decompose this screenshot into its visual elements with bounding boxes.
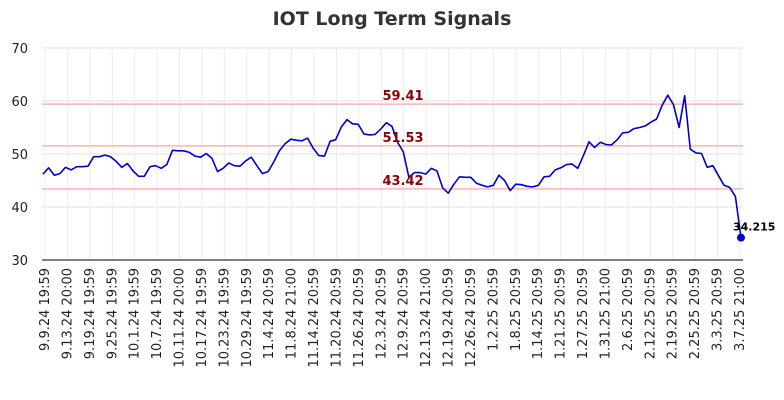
x-tick-label: 3.3.25 20:59 <box>711 268 726 351</box>
y-tick-label: 70 <box>11 42 28 57</box>
x-tick-label: 10.23.24 19:59 <box>217 268 232 368</box>
x-tick-label: 1.31.25 21:00 <box>598 268 613 359</box>
grid <box>42 47 743 261</box>
x-tick-label: 11.8.24 21:00 <box>285 268 300 359</box>
x-tick-label: 9.13.24 20:00 <box>60 268 75 359</box>
x-tick-label: 12.13.24 21:00 <box>419 268 434 368</box>
x-tick-label: 12.3.24 20:59 <box>374 268 389 359</box>
x-tick-label: 1.2.25 20:59 <box>486 268 501 351</box>
axes: 30 40 50 60 70 9.9.24 19:59 9.13.24 20:00 9.19.… <box>11 42 748 368</box>
y-tick-label: 50 <box>11 148 28 163</box>
x-tick-label: 9.25.24 19:59 <box>105 268 120 359</box>
x-tick-label: 3.7.25 21:00 <box>733 268 748 351</box>
reference-lines <box>42 103 743 190</box>
y-tick-label: 60 <box>11 95 28 110</box>
x-tick-label: 10.17.24 19:59 <box>195 268 210 368</box>
x-tick-label: 10.1.24 19:59 <box>128 268 143 359</box>
x-tick-label: 10.29.24 19:59 <box>240 268 255 368</box>
y-tick-label: 40 <box>11 201 28 216</box>
x-tick-label: 10.11.24 20:00 <box>173 268 188 368</box>
x-tick-label: 1.27.25 20:59 <box>576 268 591 359</box>
reference-label: 59.41 <box>382 89 423 104</box>
x-tick-label: 2.12.25 20:59 <box>643 268 658 359</box>
last-value-label: 34.215 <box>733 221 775 234</box>
series <box>42 94 745 242</box>
x-tick-label: 11.4.24 20:59 <box>262 268 277 359</box>
x-tick-label: 12.19.24 20:59 <box>442 268 457 368</box>
x-tick-label: 11.20.24 20:59 <box>329 268 344 368</box>
x-tick-label: 2.25.25 20:59 <box>688 268 703 359</box>
chart-title: IOT Long Term Signals <box>273 8 512 30</box>
x-tick-label: 12.9.24 20:59 <box>397 268 412 359</box>
y-tick-label: 30 <box>11 254 28 269</box>
x-tick-label: 9.19.24 19:59 <box>83 268 98 359</box>
x-tick-label: 10.7.24 19:59 <box>150 268 165 359</box>
reference-label: 51.53 <box>382 131 423 146</box>
x-tick-label: 11.26.24 20:59 <box>352 268 367 368</box>
x-tick-label: 1.21.25 20:59 <box>554 268 569 359</box>
series-line <box>42 94 742 238</box>
x-tick-label: 2.19.25 20:59 <box>666 268 681 359</box>
x-tick-label: 9.9.24 19:59 <box>38 268 53 351</box>
x-tick-label: 1.14.25 20:59 <box>531 268 546 359</box>
x-tick-label: 11.14.24 20:59 <box>307 268 322 368</box>
last-point-marker <box>737 233 745 242</box>
reference-label: 43.42 <box>382 174 423 189</box>
x-tick-label: 2.6.25 20:59 <box>621 268 636 351</box>
x-tick-label: 12.26.24 20:59 <box>464 268 479 368</box>
x-tick-label: 1.8.25 20:59 <box>509 268 524 351</box>
labels: 59.41 51.53 43.42 34.215 <box>382 89 775 234</box>
